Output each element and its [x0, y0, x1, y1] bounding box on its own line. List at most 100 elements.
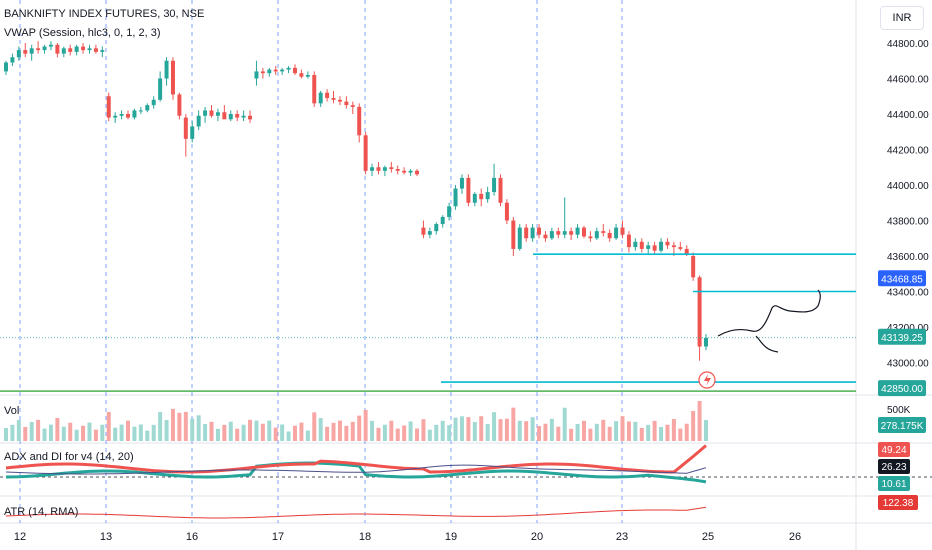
candle-body — [537, 227, 542, 235]
volume-bar — [626, 421, 631, 441]
candle-body — [74, 46, 79, 52]
candle-body — [363, 135, 368, 171]
candle-body — [415, 170, 419, 175]
candle-body — [447, 206, 452, 217]
volume-bar — [55, 417, 60, 441]
volume-bar — [678, 428, 683, 441]
adx-badge-adx — [878, 459, 910, 474]
volume-bar — [614, 421, 619, 441]
volume-bar — [434, 424, 439, 441]
volume-bar — [16, 419, 21, 441]
candle-body — [350, 105, 355, 107]
candle-body — [626, 234, 631, 248]
candle-body — [164, 60, 169, 79]
candle-body — [29, 48, 34, 54]
volume-legend: Vol — [4, 405, 20, 417]
candle-body — [138, 110, 143, 112]
volume-bar — [106, 411, 111, 441]
volume-bar — [138, 424, 143, 441]
candle-body — [280, 69, 285, 72]
volume-bar — [305, 430, 310, 441]
volume-badge — [878, 417, 926, 433]
candle-body — [466, 177, 471, 203]
candle-body — [190, 126, 195, 139]
candle-body — [607, 232, 612, 239]
volume-bar — [190, 418, 195, 441]
volume-bar — [331, 422, 336, 441]
candle-body — [68, 48, 73, 52]
candle-body — [691, 256, 696, 278]
volume-bar — [575, 423, 580, 441]
candle-body — [61, 48, 66, 54]
atr-badge — [878, 495, 918, 510]
candle-body — [665, 241, 670, 246]
volume-bar — [453, 417, 458, 441]
candle-body — [228, 114, 233, 120]
candle-body — [562, 231, 567, 235]
candle-body — [453, 188, 458, 207]
price-tick-label: 43000.00 — [887, 359, 929, 370]
candle-body — [312, 74, 317, 104]
candle-body — [48, 44, 53, 47]
candle-body — [492, 177, 497, 193]
volume-bar — [145, 430, 150, 441]
candle-body — [588, 236, 593, 239]
price-tick-label: 44000.00 — [887, 181, 929, 192]
volume-bar — [357, 415, 362, 441]
volume-bar — [427, 429, 432, 441]
candle-body — [601, 231, 606, 233]
volume-bar — [382, 424, 387, 441]
candle-body — [517, 227, 522, 249]
volume-bar — [74, 429, 79, 441]
candle-body — [260, 71, 265, 74]
adx-badge-di-minus-label: 10.61 — [881, 479, 906, 490]
candle-body — [543, 234, 548, 239]
price-badge-label: 43139.25 — [881, 333, 923, 344]
volume-bar — [395, 428, 400, 441]
volume-bar — [286, 431, 291, 441]
candle-body — [652, 245, 657, 251]
volume-bar — [389, 420, 394, 441]
volume-bar — [524, 421, 529, 441]
volume-bar — [556, 426, 561, 441]
candle-body — [389, 167, 394, 170]
candle-body — [177, 94, 182, 116]
volume-bar — [42, 428, 47, 441]
di-plus-line — [5, 444, 707, 474]
candle-body — [427, 231, 432, 235]
candle-body — [293, 67, 297, 74]
candle-body — [10, 57, 15, 63]
volume-bar — [498, 419, 503, 441]
candle-body — [331, 98, 336, 100]
volume-bar — [280, 424, 285, 441]
candle-body — [248, 115, 253, 120]
volume-bar — [48, 424, 53, 441]
volume-bar — [588, 428, 593, 441]
candle-body — [370, 167, 375, 171]
price-tick-label: 44800.00 — [887, 39, 929, 50]
candle-body — [126, 114, 131, 118]
candle-body — [678, 247, 683, 249]
currency-button[interactable]: INR — [880, 6, 924, 30]
volume-bar — [23, 426, 28, 441]
volume-bar — [344, 425, 349, 441]
candle-body — [511, 220, 516, 249]
candle-body — [36, 48, 41, 51]
candle-body — [318, 92, 323, 104]
candle-body — [633, 241, 638, 248]
volume-bar — [312, 412, 317, 441]
annotation-stroke — [717, 289, 821, 337]
volume-bar — [537, 425, 542, 441]
candle-body — [16, 50, 21, 58]
volume-bar — [158, 412, 163, 441]
volume-bar — [472, 421, 477, 441]
candle-body — [549, 231, 554, 239]
price-badge-label: 43468.85 — [881, 274, 923, 285]
candle-body — [479, 193, 484, 200]
volume-bar — [100, 424, 105, 441]
candle-body — [440, 216, 445, 225]
volume-bar — [235, 428, 240, 441]
volume-badge-label: 278.175K — [881, 421, 924, 432]
candle-body — [671, 245, 676, 248]
